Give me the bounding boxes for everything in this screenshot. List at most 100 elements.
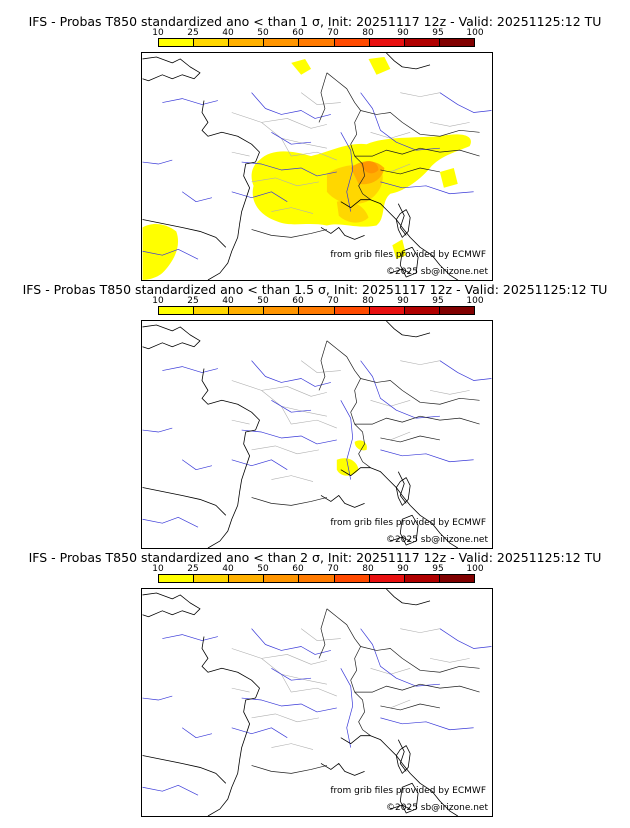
colorbar-segment [369, 575, 405, 582]
colorbar-tick-label: 50 [257, 296, 269, 306]
colorbar-segment [194, 39, 230, 46]
source-credit: from grib files provided by ECMWF [330, 786, 486, 796]
colorbar-tick-label: 70 [327, 564, 339, 574]
colorbar-segment [299, 575, 335, 582]
probability-area [392, 239, 407, 260]
source-credit: from grib files provided by ECMWF [330, 518, 486, 528]
coastline [142, 589, 458, 816]
colorbar-labels: 10 25 40 50 60 70 80 90 95 100 [148, 296, 484, 308]
rivers [142, 360, 492, 528]
country-borders [251, 608, 480, 774]
colorbar-tick-label: 80 [362, 296, 374, 306]
map-frame: from grib files provided by ECMWF ©2025 … [141, 588, 493, 817]
colorbar-tick-label: 60 [292, 296, 304, 306]
corsica-coast [395, 209, 411, 238]
colorbar-tick-label: 40 [222, 28, 234, 38]
colorbar-tick-label: 25 [187, 296, 199, 306]
map-canvas [142, 53, 492, 280]
colorbar-segment [159, 575, 195, 582]
colorbar-tick-label: 50 [257, 564, 269, 574]
colorbar-tick-label: 10 [152, 28, 164, 38]
colorbar-tick-label: 25 [187, 28, 199, 38]
colorbar-tick-label: 100 [466, 296, 484, 306]
colorbar-tick-label: 90 [397, 28, 409, 38]
sardinia-coast [399, 514, 419, 546]
map-canvas [142, 321, 492, 548]
colorbar-tick-label: 40 [222, 296, 234, 306]
colorbar-segment [229, 39, 265, 46]
map-frame: from grib files provided by ECMWF ©2025 … [141, 52, 493, 281]
corsica-coast [395, 477, 411, 506]
colorbar [158, 38, 475, 47]
colorbar-segment [439, 575, 474, 582]
source-credit: from grib files provided by ECMWF [330, 250, 486, 260]
colorbar-segment [334, 39, 370, 46]
colorbar-segment [404, 575, 440, 582]
panel-title: IFS - Probas T850 standardized ano < tha… [28, 550, 602, 565]
colorbar-segment [404, 39, 440, 46]
probability-area [142, 224, 179, 280]
map-frame: from grib files provided by ECMWF ©2025 … [141, 320, 493, 549]
colorbar-segment [194, 307, 230, 314]
colorbar-segment [439, 307, 474, 314]
map-canvas [142, 589, 492, 816]
colorbar [158, 306, 475, 315]
colorbar-tick-label: 40 [222, 564, 234, 574]
colorbar-tick-label: 100 [466, 564, 484, 574]
probability-area [439, 167, 458, 188]
colorbar-segment [369, 307, 405, 314]
colorbar-segment [404, 307, 440, 314]
colorbar-segment [299, 39, 335, 46]
colorbar-tick-label: 10 [152, 564, 164, 574]
colorbar-segment [194, 575, 230, 582]
colorbar-segment [264, 39, 300, 46]
colorbar-segment [229, 307, 265, 314]
colorbar-labels: 10 25 40 50 60 70 80 90 95 100 [148, 564, 484, 576]
coastline [142, 321, 458, 548]
colorbar-tick-label: 60 [292, 28, 304, 38]
probability-area [368, 56, 391, 75]
colorbar-tick-label: 95 [432, 296, 444, 306]
country-borders [251, 340, 480, 506]
country-borders [251, 72, 480, 238]
colorbar-segment [439, 39, 474, 46]
panel-title: IFS - Probas T850 standardized ano < tha… [22, 282, 608, 297]
colorbar-segment [159, 39, 195, 46]
colorbar-tick-label: 95 [432, 564, 444, 574]
sardinia-coast [399, 782, 419, 814]
probability-area [360, 161, 379, 174]
rivers [142, 92, 492, 260]
colorbar-tick-label: 95 [432, 28, 444, 38]
colorbar-segment [229, 575, 265, 582]
colorbar-tick-label: 70 [327, 28, 339, 38]
region-boundaries [231, 628, 470, 750]
corsica-coast [395, 745, 411, 774]
colorbar [158, 574, 475, 583]
colorbar-segment [264, 575, 300, 582]
probability-area [354, 440, 367, 451]
coastline [142, 53, 458, 280]
region-boundaries [231, 92, 470, 214]
colorbar-tick-label: 100 [466, 28, 484, 38]
probability-area [336, 200, 369, 223]
colorbar-tick-label: 60 [292, 564, 304, 574]
colorbar-tick-label: 50 [257, 28, 269, 38]
colorbar-tick-label: 10 [152, 296, 164, 306]
probability-area [336, 458, 359, 476]
colorbar-tick-label: 70 [327, 296, 339, 306]
region-boundaries [231, 360, 470, 482]
colorbar-tick-label: 80 [362, 564, 374, 574]
colorbar-segment [334, 575, 370, 582]
colorbar-tick-label: 25 [187, 564, 199, 574]
colorbar-segment [264, 307, 300, 314]
colorbar-segment [369, 39, 405, 46]
colorbar-segment [334, 307, 370, 314]
colorbar-labels: 10 25 40 50 60 70 80 90 95 100 [148, 28, 484, 40]
probability-area [291, 58, 312, 75]
copyright-credit: ©2025 sb@irizone.net [386, 267, 488, 277]
colorbar-tick-label: 90 [397, 296, 409, 306]
rivers [142, 628, 492, 796]
colorbar-segment [159, 307, 195, 314]
copyright-credit: ©2025 sb@irizone.net [386, 535, 488, 545]
colorbar-tick-label: 80 [362, 28, 374, 38]
